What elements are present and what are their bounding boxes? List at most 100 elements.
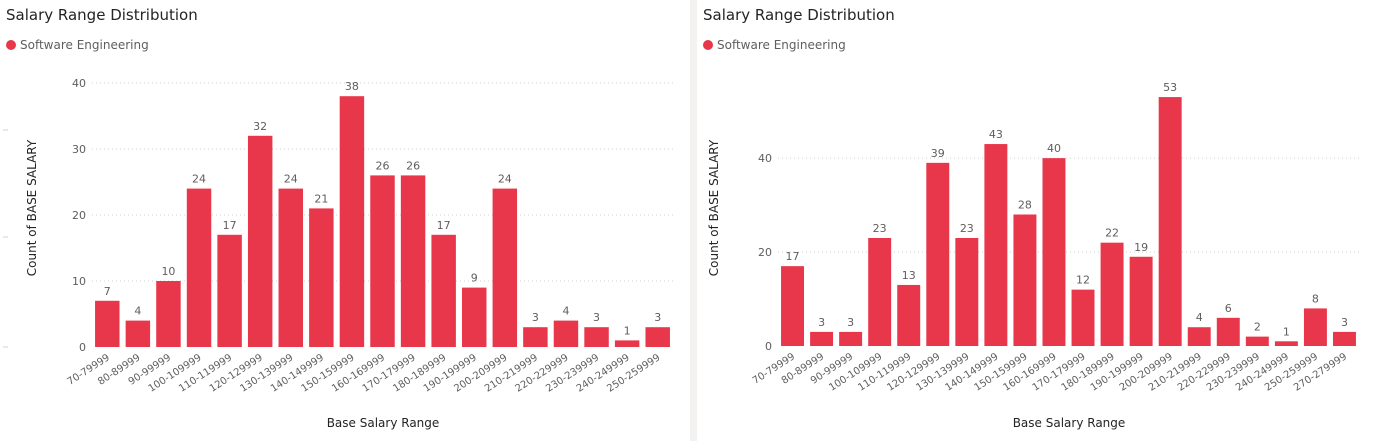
bar[interactable]: [400, 175, 426, 347]
data-label: 3: [532, 311, 539, 324]
data-label: 26: [376, 159, 390, 172]
bar[interactable]: [553, 320, 579, 347]
chart-legend[interactable]: Software Engineering: [6, 38, 149, 52]
chart-title: Salary Range Distribution: [703, 6, 895, 24]
x-axis-label: Base Salary Range: [1013, 416, 1126, 430]
data-label: 4: [1196, 311, 1203, 324]
data-label: 23: [960, 222, 974, 235]
right-chart-panel: Salary Range Distribution Software Engin…: [697, 0, 1379, 441]
data-label: 1: [1283, 325, 1290, 338]
bar[interactable]: [955, 237, 979, 346]
data-label: 26: [406, 159, 420, 172]
bar[interactable]: [309, 208, 334, 347]
bar[interactable]: [1303, 308, 1327, 346]
legend-label: Software Engineering: [717, 38, 846, 52]
x-axis-label: Base Salary Range: [327, 416, 440, 430]
data-label: 13: [902, 269, 916, 282]
data-label: 8: [1312, 292, 1319, 305]
bar[interactable]: [492, 188, 518, 347]
bar[interactable]: [523, 327, 548, 347]
data-label: 43: [989, 128, 1003, 141]
data-label: 39: [931, 147, 945, 160]
y-tick-label: 40: [758, 152, 772, 165]
bar[interactable]: [1245, 336, 1269, 346]
data-label: 9: [471, 272, 478, 285]
x-tick-label: 250-259999: [605, 352, 662, 394]
bar-chart-left[interactable]: Count of BASE SALARY Base Salary Range 0…: [0, 0, 690, 441]
bar[interactable]: [462, 287, 487, 347]
bar[interactable]: [1158, 97, 1182, 346]
data-label: 10: [161, 265, 175, 278]
bar[interactable]: [1333, 331, 1356, 346]
bar[interactable]: [839, 331, 863, 346]
legend-label: Software Engineering: [20, 38, 149, 52]
bar[interactable]: [810, 331, 834, 346]
bar[interactable]: [339, 96, 365, 347]
data-label: 3: [654, 311, 661, 324]
data-label: 53: [1163, 81, 1177, 94]
data-label: 12: [1076, 274, 1090, 287]
left-chart-panel: Salary Range Distribution Software Engin…: [0, 0, 690, 441]
chart-legend[interactable]: Software Engineering: [703, 38, 846, 52]
bar[interactable]: [614, 340, 640, 347]
bar[interactable]: [1274, 341, 1298, 346]
data-label: 3: [847, 316, 854, 329]
data-label: 28: [1018, 199, 1032, 212]
bar[interactable]: [431, 234, 456, 347]
data-label: 6: [1225, 302, 1232, 315]
y-axis-label: Count of BASE SALARY: [707, 139, 721, 276]
y-tick-label: 20: [72, 209, 86, 222]
data-label: 19: [1134, 241, 1148, 254]
bar[interactable]: [1129, 256, 1153, 346]
data-label: 2: [1254, 321, 1261, 334]
bar[interactable]: [156, 281, 181, 347]
data-label: 4: [134, 305, 141, 318]
data-label: 21: [314, 192, 328, 205]
y-tick-label: 40: [72, 77, 86, 90]
bar[interactable]: [95, 300, 120, 347]
bar[interactable]: [781, 266, 804, 346]
data-label: 22: [1105, 227, 1119, 240]
bar[interactable]: [584, 327, 609, 347]
bar[interactable]: [217, 234, 242, 347]
bar[interactable]: [278, 188, 303, 347]
data-label: 24: [284, 173, 298, 186]
data-label: 3: [593, 311, 600, 324]
bar[interactable]: [1042, 158, 1066, 346]
bar[interactable]: [370, 175, 395, 347]
data-label: 40: [1047, 142, 1061, 155]
y-tick-label: 20: [758, 246, 772, 259]
bar[interactable]: [186, 188, 212, 347]
bar[interactable]: [897, 284, 921, 346]
y-tick-label: 0: [79, 341, 86, 354]
bar[interactable]: [125, 320, 151, 347]
bar[interactable]: [1216, 317, 1240, 346]
legend-marker: [703, 40, 713, 50]
y-tick-label: 0: [765, 340, 772, 353]
data-label: 24: [498, 173, 512, 186]
bar[interactable]: [926, 162, 950, 346]
data-label: 3: [818, 316, 825, 329]
bar[interactable]: [1013, 214, 1037, 347]
chart-title: Salary Range Distribution: [6, 6, 198, 24]
data-label: 32: [253, 120, 267, 133]
bar[interactable]: [645, 327, 670, 347]
bar[interactable]: [868, 237, 892, 346]
y-tick-label: 30: [72, 143, 86, 156]
bar[interactable]: [1187, 327, 1211, 346]
data-label: 4: [562, 305, 569, 318]
bar-chart-right[interactable]: Count of BASE SALARY Base Salary Range 0…: [697, 0, 1379, 441]
data-label: 1: [624, 324, 631, 337]
data-label: 7: [104, 285, 111, 298]
data-label: 17: [786, 250, 800, 263]
data-label: 38: [345, 80, 359, 93]
data-label: 17: [437, 219, 451, 232]
bar[interactable]: [247, 135, 273, 347]
bar[interactable]: [1100, 242, 1124, 346]
bar[interactable]: [1071, 289, 1095, 346]
data-label: 17: [223, 219, 237, 232]
y-axis-label: Count of BASE SALARY: [25, 139, 39, 276]
bar[interactable]: [984, 144, 1008, 346]
data-label: 3: [1341, 316, 1348, 329]
data-label: 23: [873, 222, 887, 235]
